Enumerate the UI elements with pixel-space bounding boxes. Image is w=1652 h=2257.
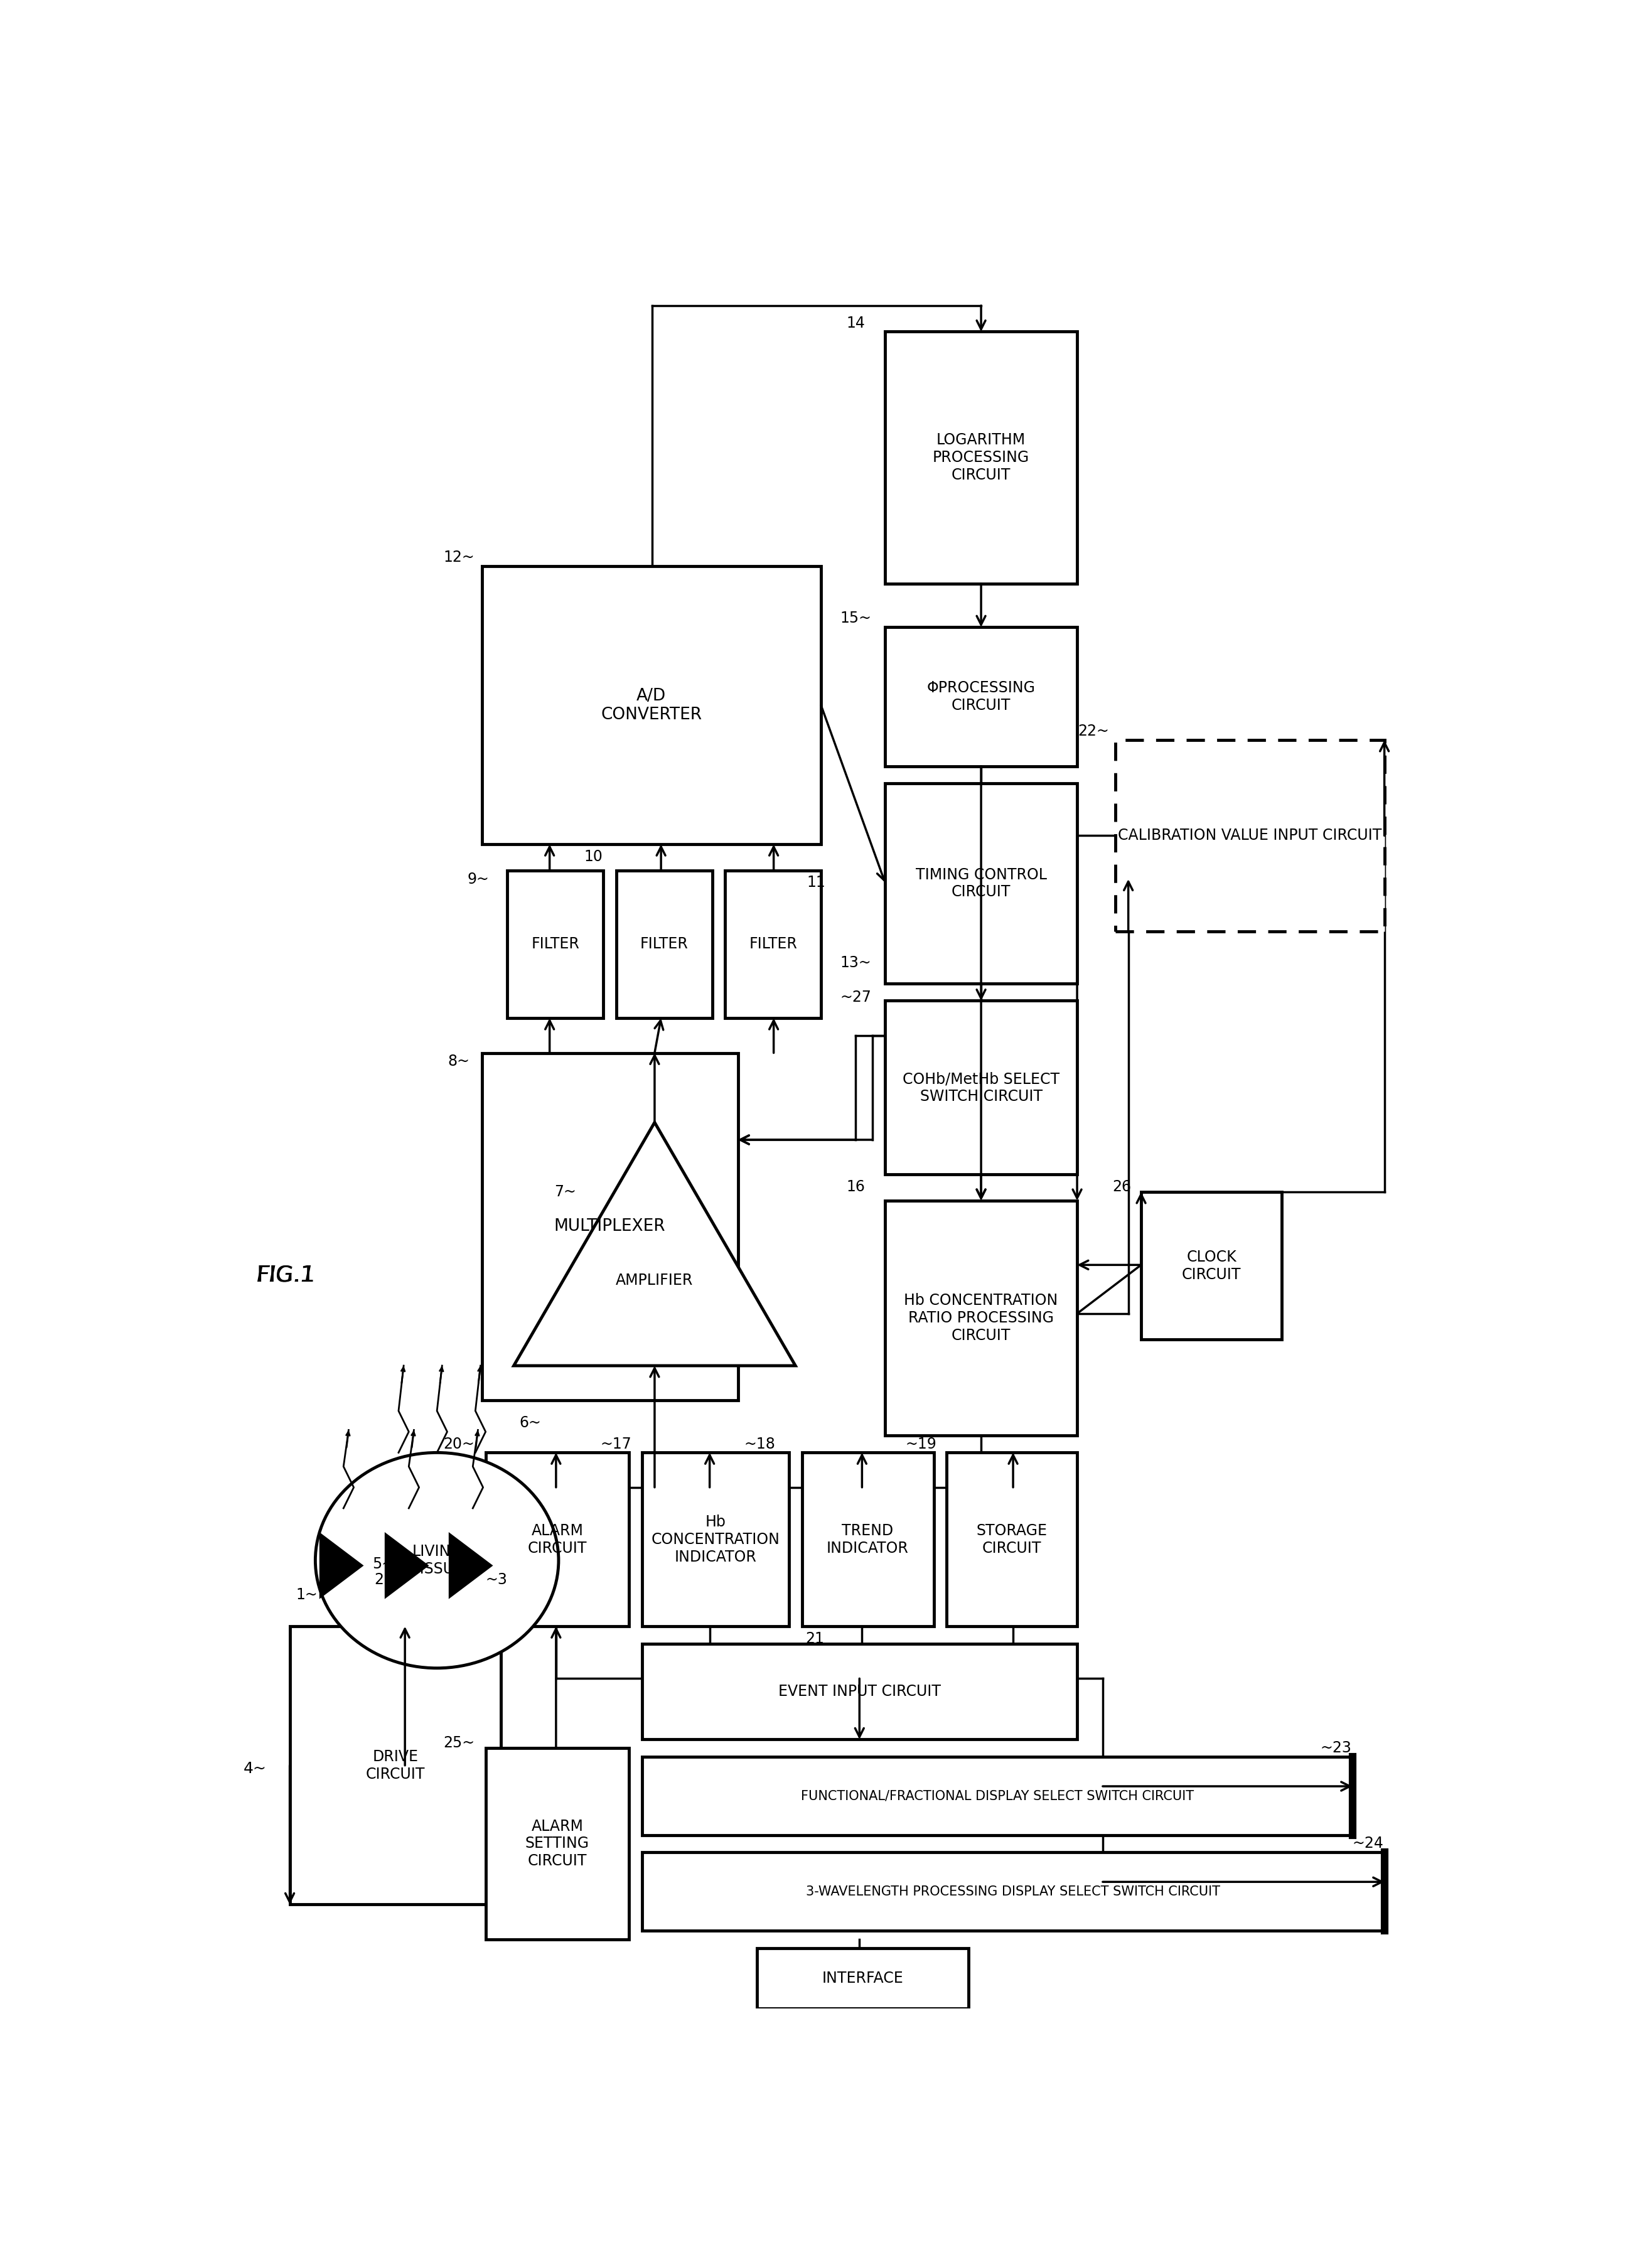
Text: FIG.1: FIG.1 xyxy=(256,1264,316,1286)
Text: FILTER: FILTER xyxy=(532,937,580,952)
Polygon shape xyxy=(449,1535,491,1598)
Text: ALARM
SETTING
CIRCUIT: ALARM SETTING CIRCUIT xyxy=(525,1819,590,1869)
Text: 9~: 9~ xyxy=(468,871,489,887)
Text: AMPLIFIER: AMPLIFIER xyxy=(616,1273,694,1289)
Text: Hb
CONCENTRATION
INDICATOR: Hb CONCENTRATION INDICATOR xyxy=(651,1514,780,1564)
Text: LIVING
TISSUE: LIVING TISSUE xyxy=(411,1544,463,1578)
Bar xyxy=(801,1454,933,1627)
Bar xyxy=(885,783,1077,984)
Text: 25~: 25~ xyxy=(443,1736,474,1751)
Ellipse shape xyxy=(316,1454,558,1668)
Text: 2~: 2~ xyxy=(373,1571,396,1587)
Text: 22~: 22~ xyxy=(1079,724,1110,738)
Text: 4~: 4~ xyxy=(243,1760,266,1776)
Text: TREND
INDICATOR: TREND INDICATOR xyxy=(826,1523,909,1555)
Text: ~19: ~19 xyxy=(905,1435,937,1451)
Text: 11: 11 xyxy=(806,876,826,889)
Text: 6~: 6~ xyxy=(519,1415,542,1431)
Bar xyxy=(725,871,821,1018)
Text: ~3: ~3 xyxy=(486,1571,507,1587)
Text: 1~: 1~ xyxy=(296,1587,317,1602)
Text: ~27: ~27 xyxy=(839,991,871,1004)
Text: ALARM
CIRCUIT: ALARM CIRCUIT xyxy=(527,1523,586,1555)
Text: ~24: ~24 xyxy=(1351,1837,1383,1851)
Text: 14: 14 xyxy=(846,316,866,330)
Bar xyxy=(885,1000,1077,1174)
Text: LOGARITHM
PROCESSING
CIRCUIT: LOGARITHM PROCESSING CIRCUIT xyxy=(933,433,1029,483)
Bar xyxy=(757,1948,968,2009)
Bar xyxy=(507,871,603,1018)
Text: Hb CONCENTRATION
RATIO PROCESSING
CIRCUIT: Hb CONCENTRATION RATIO PROCESSING CIRCUI… xyxy=(904,1293,1057,1343)
Text: FIG.1: FIG.1 xyxy=(256,1264,316,1286)
Text: 15~: 15~ xyxy=(839,612,871,625)
Text: A/D
CONVERTER: A/D CONVERTER xyxy=(601,688,702,722)
Text: STORAGE
CIRCUIT: STORAGE CIRCUIT xyxy=(976,1523,1047,1555)
Bar xyxy=(885,627,1077,765)
Bar xyxy=(289,1627,501,1905)
Text: CALIBRATION VALUE INPUT CIRCUIT: CALIBRATION VALUE INPUT CIRCUIT xyxy=(1118,828,1381,844)
Text: 7~: 7~ xyxy=(553,1185,577,1198)
Text: ~18: ~18 xyxy=(743,1435,775,1451)
Bar xyxy=(643,1454,790,1627)
Bar xyxy=(947,1454,1077,1627)
Text: FILTER: FILTER xyxy=(748,937,798,952)
Text: CLOCK
CIRCUIT: CLOCK CIRCUIT xyxy=(1181,1250,1241,1282)
Polygon shape xyxy=(387,1535,428,1598)
Text: 10: 10 xyxy=(583,849,603,864)
Bar xyxy=(1142,1192,1282,1341)
Text: 8~: 8~ xyxy=(448,1054,469,1070)
Text: FILTER: FILTER xyxy=(639,937,689,952)
Text: INTERFACE: INTERFACE xyxy=(823,1970,904,1986)
Bar xyxy=(486,1747,629,1939)
Text: EVENT INPUT CIRCUIT: EVENT INPUT CIRCUIT xyxy=(778,1684,940,1700)
Text: TIMING CONTROL
CIRCUIT: TIMING CONTROL CIRCUIT xyxy=(915,867,1047,901)
Text: DRIVE
CIRCUIT: DRIVE CIRCUIT xyxy=(365,1749,425,1781)
Bar xyxy=(643,1853,1384,1930)
Text: ~23: ~23 xyxy=(1320,1740,1351,1756)
Text: 3-WAVELENGTH PROCESSING DISPLAY SELECT SWITCH CIRCUIT: 3-WAVELENGTH PROCESSING DISPLAY SELECT S… xyxy=(806,1885,1221,1898)
Text: 5~: 5~ xyxy=(372,1557,395,1571)
Bar xyxy=(885,332,1077,585)
Bar xyxy=(486,1454,629,1627)
Bar xyxy=(643,1756,1353,1835)
Bar xyxy=(643,1643,1077,1740)
Text: 13~: 13~ xyxy=(839,955,871,971)
Text: 21: 21 xyxy=(805,1632,824,1645)
Text: MULTIPLEXER: MULTIPLEXER xyxy=(553,1219,666,1235)
Text: COHb/MetHb SELECT
SWITCH CIRCUIT: COHb/MetHb SELECT SWITCH CIRCUIT xyxy=(902,1072,1059,1104)
Polygon shape xyxy=(320,1535,362,1598)
Polygon shape xyxy=(514,1122,796,1365)
Text: 16: 16 xyxy=(846,1178,866,1194)
Text: 26: 26 xyxy=(1112,1178,1132,1194)
Bar xyxy=(1115,740,1384,932)
Text: ~17: ~17 xyxy=(601,1435,631,1451)
Text: ΦPROCESSING
CIRCUIT: ΦPROCESSING CIRCUIT xyxy=(927,679,1036,713)
Text: 12~: 12~ xyxy=(443,551,474,564)
Text: 20~: 20~ xyxy=(443,1435,474,1451)
Text: FUNCTIONAL/FRACTIONAL DISPLAY SELECT SWITCH CIRCUIT: FUNCTIONAL/FRACTIONAL DISPLAY SELECT SWI… xyxy=(801,1790,1194,1801)
Bar xyxy=(616,871,712,1018)
Bar xyxy=(482,1052,738,1399)
Bar xyxy=(885,1201,1077,1435)
Bar xyxy=(482,567,821,844)
